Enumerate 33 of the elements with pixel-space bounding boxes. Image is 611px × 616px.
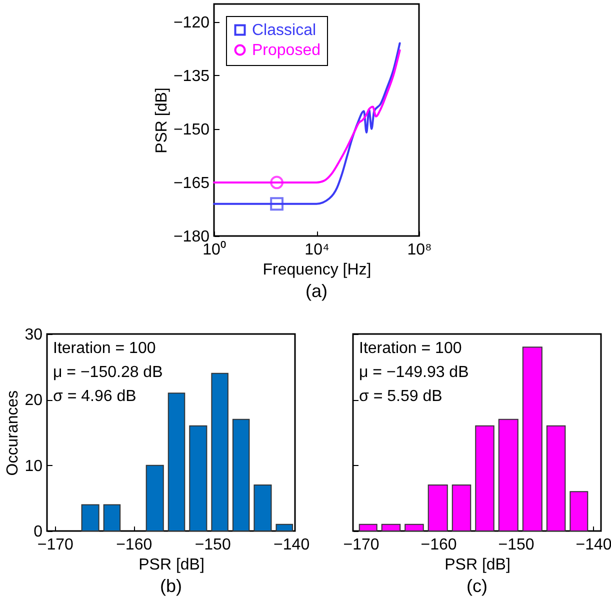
legend-label: Proposed <box>252 42 320 59</box>
x-tick-label: −150 <box>194 536 231 554</box>
annotation: μ = −149.93 dB <box>359 364 469 381</box>
x-axis-title: PSR [dB] <box>444 556 510 574</box>
annotation: μ = −150.28 dB <box>53 364 163 381</box>
y-axis-title: PSR [dB] <box>153 88 170 154</box>
y-axis-title: Occurances <box>4 390 22 476</box>
x-tick-label: −140 <box>274 536 310 554</box>
annotation: Iteration = 100 <box>359 340 462 357</box>
annotation: σ = 4.96 dB <box>53 388 136 405</box>
y-tick-label: 10 <box>24 458 43 475</box>
x-tick-label: 10⁰ <box>202 240 226 258</box>
x-tick-label: −140 <box>576 536 611 554</box>
legend-label: Classical <box>252 22 316 39</box>
x-tick-label: −160 <box>420 536 457 554</box>
annotation: σ = 5.59 dB <box>359 388 442 405</box>
text: (a) <box>306 281 328 301</box>
x-axis-title: PSR [dB] <box>138 556 204 574</box>
x-tick-label: −170 <box>343 536 380 554</box>
x-tick-label: −160 <box>116 536 152 554</box>
y-tick-label: 30 <box>24 326 43 344</box>
x-axis-title: Frequency [Hz] <box>262 262 372 278</box>
x-tick-label: 10⁴ <box>304 242 330 258</box>
y-tick-label: −135 <box>173 68 210 85</box>
y-tick-label: −120 <box>173 14 210 32</box>
text: (c) <box>466 576 488 596</box>
x-tick-label: 10⁸ <box>407 242 432 258</box>
text: (b) <box>160 576 182 596</box>
x-tick-label: −150 <box>498 536 534 554</box>
annotation: Iteration = 100 <box>53 340 156 357</box>
y-tick-label: −150 <box>173 121 210 138</box>
y-tick-label: 20 <box>24 392 43 410</box>
y-tick-label: −165 <box>173 174 210 192</box>
